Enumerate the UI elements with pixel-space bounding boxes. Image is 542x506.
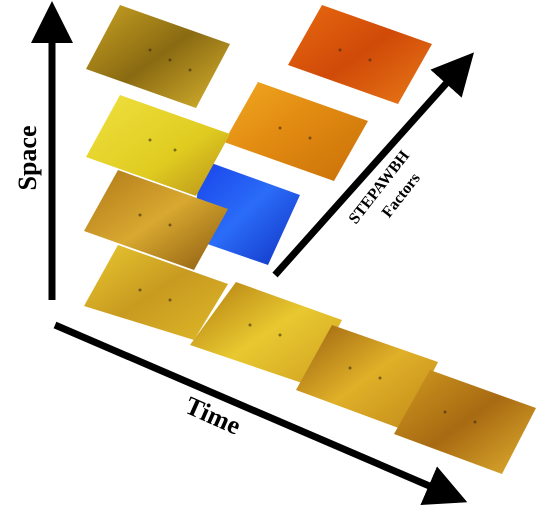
map-tile: [288, 5, 432, 104]
time-label: Time: [181, 391, 245, 441]
space-label: Space: [13, 126, 42, 191]
map-tile: [86, 5, 230, 108]
map-tile: [224, 82, 368, 181]
diagram: Space Time STEPAWBH Factors: [0, 0, 542, 506]
